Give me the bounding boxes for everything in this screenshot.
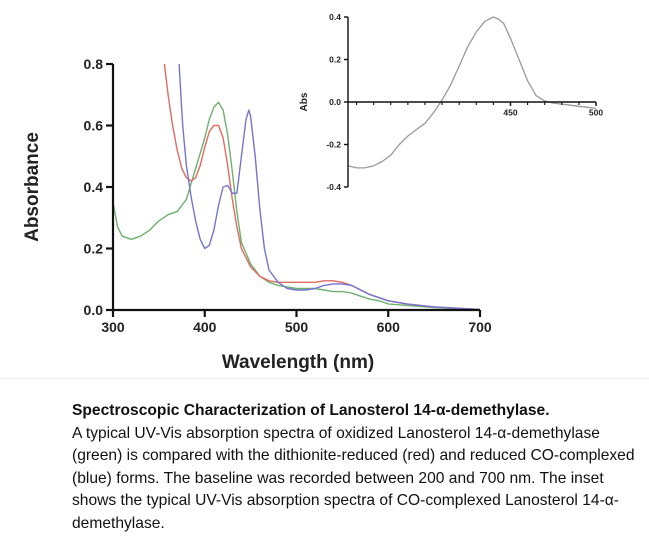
main-x-tick-label: 600 [377, 319, 401, 335]
main-series-line [163, 63, 481, 311]
main-series-line [112, 101, 481, 311]
main-chart: 0.0 0.2 0.4 0.6 0.8 300 400 500 600 700 Wavelengt… [22, 12, 603, 373]
main-x-axis-label: Wavelength (nm) [222, 352, 374, 373]
main-series-lines [112, 63, 481, 311]
inset-y-tick-label: 0.0 [329, 97, 341, 107]
inset-y-tick-label: 0.2 [329, 54, 341, 64]
main-x-tick-label: 500 [285, 319, 309, 335]
inset-x-tick-label: 500 [589, 108, 603, 118]
inset-y-axis-label: Abs [299, 92, 310, 111]
caption-body: A typical UV-Vis absorption spectra of o… [72, 424, 635, 532]
main-series-line [178, 63, 481, 311]
main-y-tick-label: 0.4 [84, 179, 104, 195]
inset-series-lines [347, 16, 597, 169]
inset-axes: 0.4 0.2 0.0 -0.2 -0.4 450 500 [326, 12, 603, 192]
inset-y-tick-label: 0.4 [329, 12, 341, 22]
inset-y-tick-label: -0.2 [326, 139, 341, 149]
inset-y-tick-label: -0.4 [326, 182, 341, 192]
main-axes: 0.0 0.2 0.4 0.6 0.8 300 400 500 600 700 [84, 56, 492, 335]
main-y-axis-label: Absorbance [22, 132, 43, 242]
figure-caption: Spectroscopic Characterization of Lanost… [72, 400, 644, 536]
main-y-tick-label: 0.6 [84, 117, 104, 133]
figure-area: 0.0 0.2 0.4 0.6 0.8 300 400 500 600 700 Wavelengt… [22, 12, 603, 373]
caption-divider [0, 378, 649, 379]
main-y-tick-label: 0.0 [84, 302, 104, 318]
main-y-tick-label: 0.8 [84, 56, 104, 72]
inset-x-tick-label: 450 [503, 108, 517, 118]
main-x-tick-label: 300 [101, 319, 125, 335]
main-x-tick-label: 400 [193, 319, 217, 335]
inset-series-line [347, 16, 597, 169]
caption-title: Spectroscopic Characterization of Lanost… [72, 402, 550, 419]
main-x-tick-label: 700 [468, 319, 492, 335]
main-y-tick-label: 0.2 [84, 240, 104, 256]
